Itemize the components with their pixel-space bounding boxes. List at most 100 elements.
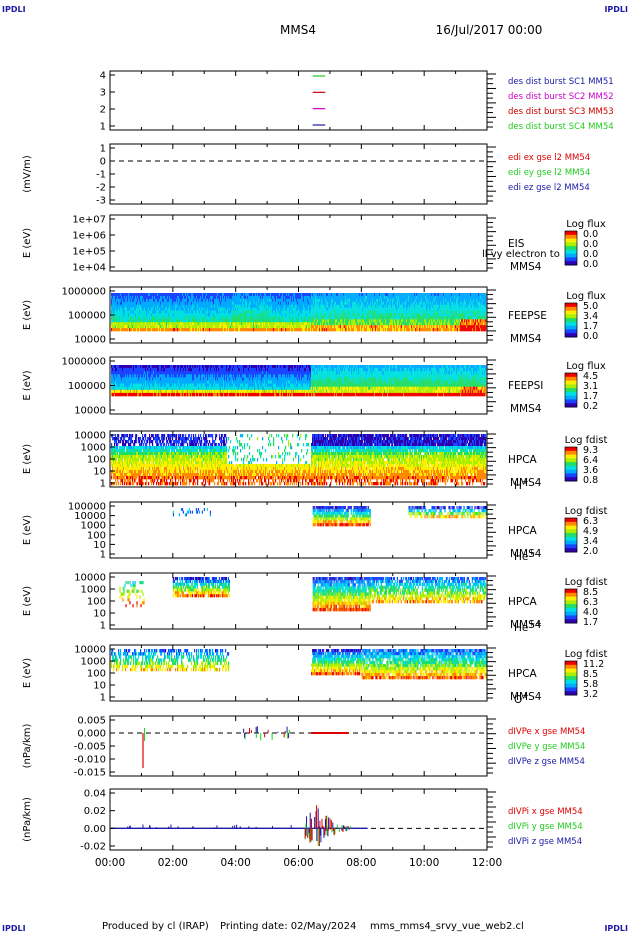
spectrogram-cell [215, 316, 217, 320]
spectrogram-cell [158, 319, 160, 323]
spectrogram-cell [257, 316, 259, 320]
spectrogram-cell [148, 310, 150, 314]
spectrogram-cell [278, 301, 280, 305]
spectrogram-cell [281, 328, 283, 332]
spectrogram-cell [192, 295, 194, 300]
spectrogram-cell [249, 295, 251, 300]
spectrogram-cell [272, 307, 274, 311]
spectrogram-cell [249, 304, 251, 308]
spectrogram-cell [254, 301, 256, 305]
spectrogram-cell [229, 293, 231, 297]
spectrogram-cell [130, 316, 132, 320]
spectrogram-cell [195, 325, 197, 329]
spectrogram-cell [250, 307, 252, 311]
spectrogram-cell [311, 307, 313, 311]
spectrogram-cell [112, 293, 114, 297]
spectrogram-cell [255, 325, 257, 329]
spectrogram-cell [259, 295, 261, 300]
spectrogram-cell [194, 319, 196, 323]
spectrogram-cell [182, 293, 184, 297]
spectrogram-cell [201, 301, 203, 305]
spectrogram-cell [256, 328, 258, 332]
spectrogram-cell [212, 325, 214, 329]
spectrogram-cell [140, 307, 142, 311]
spectrogram-cell [204, 322, 206, 326]
spectrogram-cell [255, 293, 257, 297]
spectrogram-cell [211, 301, 213, 305]
spectrogram-cell [303, 293, 305, 297]
spectrogram-cell [223, 307, 225, 311]
spectrogram-cell [158, 310, 160, 314]
spectrogram-cell [122, 325, 124, 329]
spectrogram-cell [245, 313, 247, 317]
spectrogram-cell [263, 293, 265, 297]
spectrogram-cell [290, 301, 292, 305]
ytick-label: 1000000 [61, 287, 106, 298]
spectrogram-cell [303, 301, 305, 305]
spectrogram-cell [153, 328, 155, 332]
spectrogram-cell [300, 293, 302, 297]
spectrogram-cell [147, 313, 149, 317]
spectrogram-cell [198, 298, 200, 303]
spectrogram-cell [236, 298, 238, 303]
spectrogram-cell [261, 310, 263, 314]
spectrogram-cell [255, 328, 257, 332]
spectrogram-cell [239, 328, 241, 332]
spectrogram-cell [195, 322, 197, 326]
spectrogram-cell [235, 301, 237, 305]
spectrogram-cell [311, 310, 313, 314]
spectrogram-cell [159, 313, 161, 317]
spectrogram-cell [185, 325, 187, 329]
spectrogram-cell [257, 322, 259, 326]
spectrogram-cell [128, 325, 130, 329]
spectrogram-cell [194, 328, 196, 332]
spectrogram-cell [144, 322, 146, 326]
spectrogram-cell [120, 319, 122, 323]
spectrogram-cell [310, 319, 312, 323]
spectrogram-cell [240, 328, 242, 332]
spectrogram-cell [311, 301, 313, 305]
spectrogram-cell [229, 310, 231, 314]
spectrogram-cell [271, 304, 273, 308]
spectrogram-cell [115, 304, 117, 308]
spectrogram-cell [219, 304, 221, 308]
spectrogram-cell [128, 304, 130, 308]
spectrogram-cell [126, 319, 128, 323]
spectrogram-cell [315, 307, 317, 311]
spectrogram-cell [241, 322, 243, 326]
spectrogram-cell [274, 298, 276, 303]
spectrogram-cell [177, 307, 179, 311]
spectrogram-cell [250, 293, 252, 297]
spectrogram-cell [112, 325, 114, 329]
spectrogram-cell [196, 307, 198, 311]
spectrogram-cell [301, 316, 303, 320]
spectrogram-cell [195, 328, 197, 332]
spectrogram-cell [262, 301, 264, 305]
spectrogram-cell [309, 328, 311, 332]
spectrogram-cell [220, 313, 222, 317]
spectrogram-cell [205, 313, 207, 317]
spectrogram-cell [182, 319, 184, 323]
spectrogram-cell [185, 301, 187, 305]
spectrogram-cell [134, 322, 136, 326]
spectrogram-cell [282, 325, 284, 329]
spectrogram-cell [129, 310, 131, 314]
spectrogram-cell [236, 304, 238, 308]
spectrogram-cell [304, 319, 306, 323]
spectrogram-cell [244, 293, 246, 297]
spectrogram-cell [123, 301, 125, 305]
spectrogram-cell [270, 325, 272, 329]
spectrogram-cell [279, 319, 281, 323]
spectrogram-cell [184, 316, 186, 320]
spectrogram-cell [214, 313, 216, 317]
spectrogram-cell [300, 325, 302, 329]
spectrogram-cell [210, 295, 212, 300]
spectrogram-cell [220, 293, 222, 297]
spectrogram-cell [128, 307, 130, 311]
spectrogram-cell [226, 304, 228, 308]
spectrogram-cell [111, 316, 113, 320]
spectrogram-cell [131, 328, 133, 332]
spectrogram-cell [283, 319, 285, 323]
